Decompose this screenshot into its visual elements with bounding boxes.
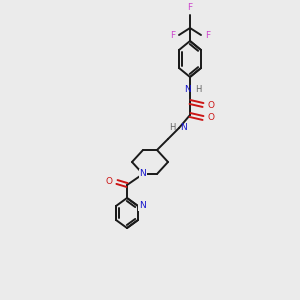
Text: N: N: [139, 202, 146, 211]
Text: F: F: [205, 31, 210, 40]
Text: N: N: [184, 85, 191, 94]
Text: H: H: [195, 85, 201, 94]
Text: H: H: [169, 124, 175, 133]
Text: O: O: [207, 113, 214, 122]
Text: O: O: [106, 178, 113, 187]
Text: N: N: [180, 124, 187, 133]
Text: F: F: [170, 31, 175, 40]
Text: O: O: [207, 100, 214, 109]
Text: N: N: [140, 169, 146, 178]
Text: F: F: [188, 3, 193, 12]
